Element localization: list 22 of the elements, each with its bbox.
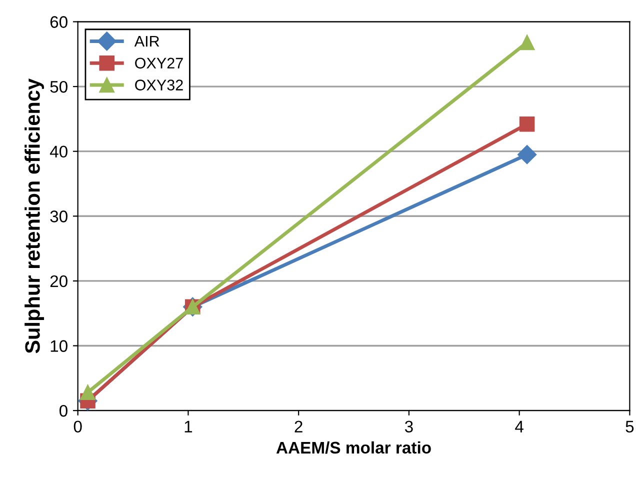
y-tick-label: 20 [50,275,68,288]
y-tick-label: 10 [50,340,68,352]
y-tick-label: 60 [50,16,68,28]
point [518,145,537,164]
legend-label: OXY27 [135,58,183,69]
y-tick-label: 50 [50,80,68,93]
x-tick-label: 5 [626,420,634,433]
y-axis-title: Sulphur retention efficiency [24,78,44,354]
x-tick-label: 2 [294,420,302,432]
y-tick-label: 30 [50,210,68,222]
x-tick-label: 4 [515,420,524,432]
x-tick-label: 3 [404,420,413,433]
legend-label: OXY32 [135,80,183,90]
legend-label: AIR [134,36,160,47]
y-tick-label: 0 [59,404,68,417]
x-axis-title: AAEM/S molar ratio [276,441,431,454]
x-tick-label: 0 [74,420,82,433]
point [80,384,96,400]
point [519,34,535,50]
y-tick-label: 40 [50,146,68,158]
x-tick-label: 1 [184,420,192,432]
point [519,116,535,132]
